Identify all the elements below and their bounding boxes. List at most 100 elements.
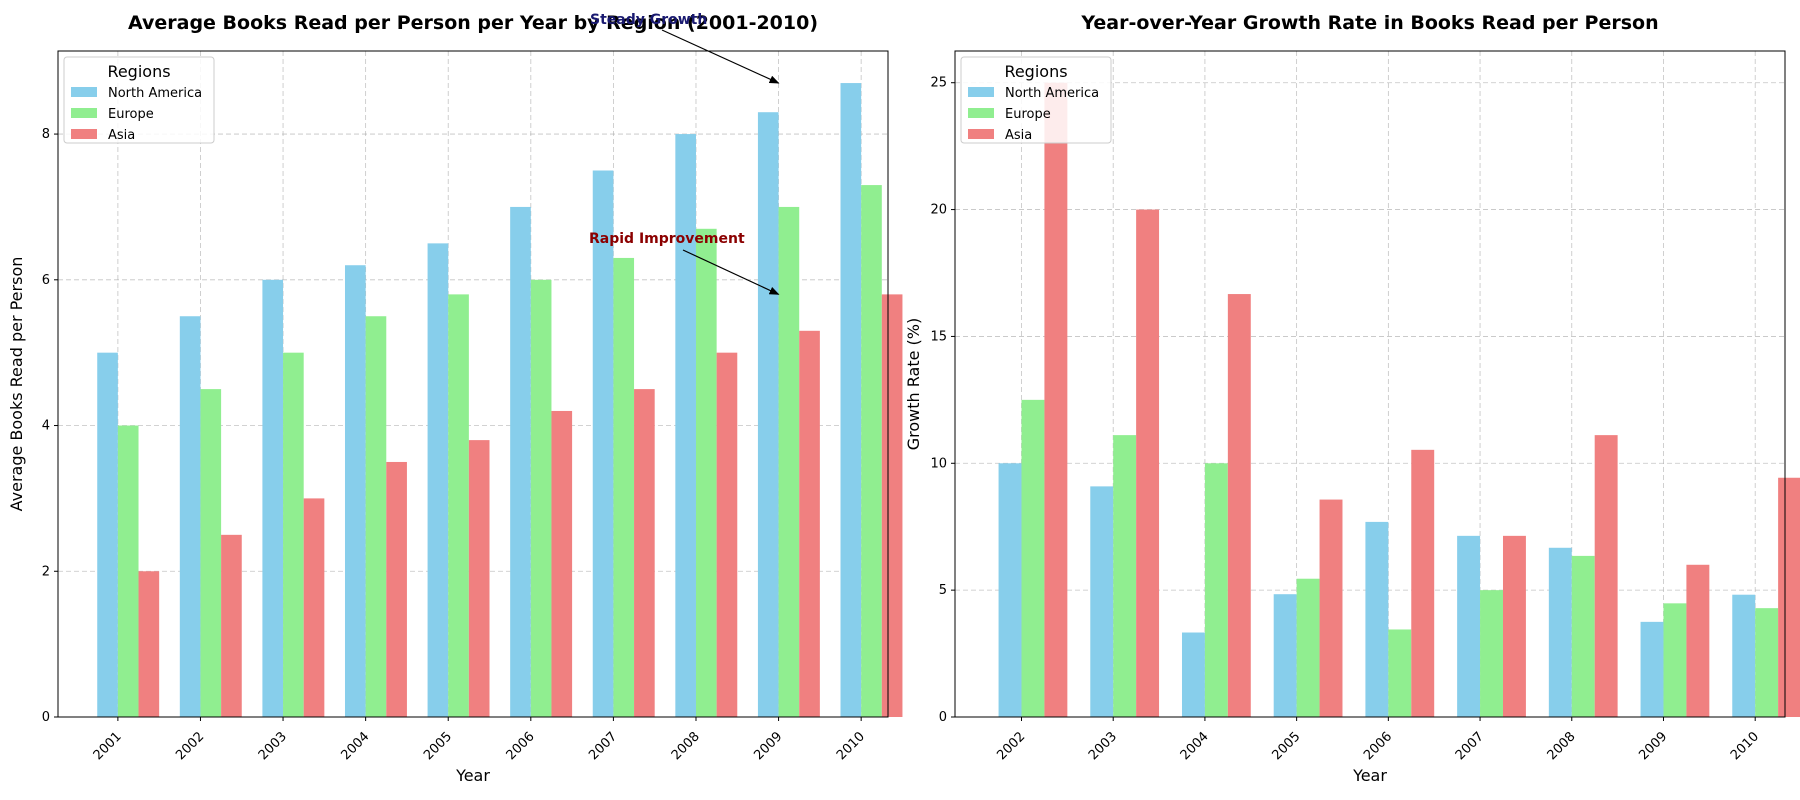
y-tick-label: 4 (42, 419, 50, 434)
bar-asia-2009 (799, 330, 820, 717)
x-tick-label: 2001 (91, 729, 125, 763)
x-tick-label: 2004 (1178, 729, 1212, 763)
bar-north-america-2006 (510, 206, 531, 717)
bar-asia-2004 (1227, 294, 1251, 717)
bar-north-america-2005 (427, 243, 449, 717)
y-tick-label: 20 (930, 203, 947, 218)
bar-europe-2008 (695, 228, 717, 717)
x-tick-label: 2003 (1086, 729, 1120, 763)
bar-north-america-2007 (592, 170, 614, 717)
bar-asia-2002 (1044, 82, 1068, 717)
x-tick-label: 2008 (1545, 729, 1579, 763)
y-axis-label: Average Books Read per Person (7, 257, 26, 512)
bar-asia-2004 (386, 461, 407, 717)
bar-europe-2005 (448, 294, 469, 717)
bar-north-america-2009 (757, 112, 779, 717)
bar-europe-2004 (1204, 463, 1228, 717)
bar-north-america-2004 (344, 265, 366, 717)
bar-asia-2005 (468, 440, 490, 717)
chart-1: 0 2 4 6 8 2001 2002 2003 2004 2005 2006 2007 2008 200… (7, 12, 903, 785)
bar-asia-2008 (716, 352, 738, 717)
bar-north-america-2009 (1640, 621, 1664, 717)
chart-2: 0 5 10 15 20 25 2002 2003 2004 2005 2006 2007 2008 20… (904, 12, 1800, 785)
legend-label: North America (108, 86, 202, 101)
bar-north-america-2001 (97, 352, 118, 717)
legend: Regions North America Europe Asia (63, 56, 215, 144)
x-tick-label: 2005 (1269, 729, 1303, 763)
bar-north-america-2010 (1732, 594, 1756, 717)
bar-asia-2007 (634, 389, 655, 717)
bar-north-america-2002 (998, 463, 1022, 717)
bar-europe-2009 (1663, 603, 1687, 717)
legend-box (960, 56, 1112, 144)
legend-title: Regions (1004, 62, 1067, 81)
bar-asia-2003 (1136, 209, 1160, 718)
x-tick-label: 2004 (338, 729, 372, 763)
annotation-label: Steady Growth (590, 12, 707, 28)
legend-swatch (71, 87, 97, 97)
bar-north-america-2008 (675, 134, 696, 717)
bar-europe-2007 (1480, 590, 1503, 717)
x-tick-label: 2008 (669, 729, 703, 763)
bar-europe-2002 (1021, 399, 1045, 717)
legend-swatch (71, 108, 97, 118)
bar-europe-2009 (778, 206, 800, 717)
bar-north-america-2007 (1457, 535, 1481, 717)
legend-box (63, 56, 215, 144)
bar-asia-2006 (551, 410, 573, 717)
legend-label: Asia (108, 128, 135, 143)
y-tick-label: 5 (939, 583, 947, 598)
bar-europe-2004 (365, 316, 387, 717)
bar-asia-2005 (1319, 499, 1343, 717)
bar-europe-2003 (1113, 435, 1137, 717)
legend-label: Europe (108, 107, 154, 122)
bar-asia-2007 (1502, 535, 1526, 717)
y-tick-label: 6 (42, 273, 50, 288)
bar-europe-2006 (1388, 629, 1412, 717)
bar-north-america-2002 (179, 316, 201, 717)
x-tick-label: 2010 (1728, 729, 1762, 763)
y-tick-label: 0 (939, 710, 947, 725)
bar-asia-2006 (1411, 449, 1435, 717)
x-tick-label: 2005 (421, 729, 455, 763)
bar-europe-2002 (200, 389, 222, 717)
bar-north-america-2006 (1365, 521, 1389, 717)
bar-europe-2010 (1755, 608, 1779, 717)
legend-swatch (968, 108, 994, 118)
x-tick-label: 2003 (256, 729, 290, 763)
x-tick-label: 2002 (994, 729, 1028, 763)
y-tick-label: 15 (930, 329, 947, 344)
x-tick-label: 2010 (834, 729, 868, 763)
bar-north-america-2005 (1273, 594, 1297, 717)
x-tick-label: 2009 (1636, 729, 1670, 763)
bar-europe-2008 (1571, 555, 1595, 717)
bar-north-america-2003 (1090, 486, 1114, 717)
legend-label: North America (1005, 86, 1099, 101)
x-tick-label: 2006 (1361, 729, 1395, 763)
x-tick-label: 2007 (1453, 729, 1487, 763)
bar-europe-2007 (613, 257, 635, 717)
bar-north-america-2004 (1181, 632, 1205, 717)
legend-swatch (968, 87, 994, 97)
legend: Regions North America Europe Asia (960, 56, 1112, 144)
chart-title: Year-over-Year Growth Rate in Books Read… (1080, 12, 1658, 34)
x-tick-label: 2006 (504, 729, 538, 763)
y-tick-label: 25 (930, 76, 947, 91)
bar-asia-2009 (1686, 564, 1710, 717)
bar-asia-2010 (881, 294, 903, 717)
legend-swatch (71, 129, 97, 139)
bar-asia-2002 (221, 534, 242, 717)
legend-swatch (968, 129, 994, 139)
y-tick-label: 0 (42, 710, 50, 725)
bar-europe-2006 (530, 279, 552, 717)
annotation-arrow (661, 29, 780, 84)
x-tick-label: 2002 (173, 729, 207, 763)
bar-north-america-2008 (1548, 547, 1572, 717)
axes-frame (954, 50, 1786, 718)
bar-asia-2010 (1778, 477, 1800, 717)
annotation-label: Rapid Improvement (589, 231, 745, 247)
y-tick-label: 2 (42, 564, 50, 579)
legend-title: Regions (107, 62, 170, 81)
bar-asia-2001 (138, 571, 160, 717)
